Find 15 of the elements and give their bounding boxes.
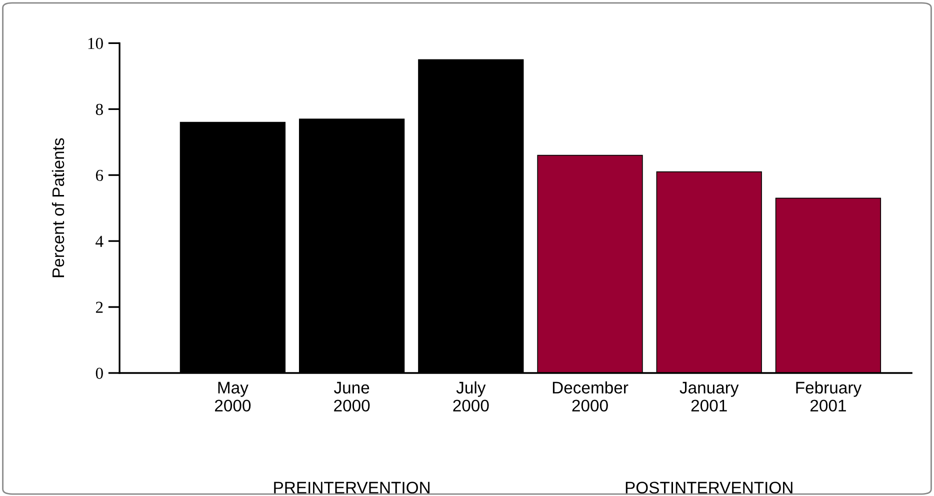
x-tick-label: January 2001 [680,382,739,412]
x-tick-label: July 2000 [453,381,489,412]
y-axis-title: Percent of Patients [52,138,64,278]
y-tick-label: 2 [96,302,103,313]
y-tick-label: 6 [96,170,104,182]
y-tick-label: 8 [96,104,103,116]
x-tick-label: June 2000 [334,382,370,412]
x-tick-label: December 2000 [552,381,628,412]
text: POSTINTERVENTION [626,482,792,494]
y-tick-label: 4 [96,236,104,247]
x-tick-label: May 2000 [215,382,251,412]
y-tick-label: 10 [88,38,103,50]
y-tick-label: 0 [96,368,103,379]
text: PREINTERVENTION [274,482,430,494]
x-tick-label: February 2001 [796,381,862,412]
